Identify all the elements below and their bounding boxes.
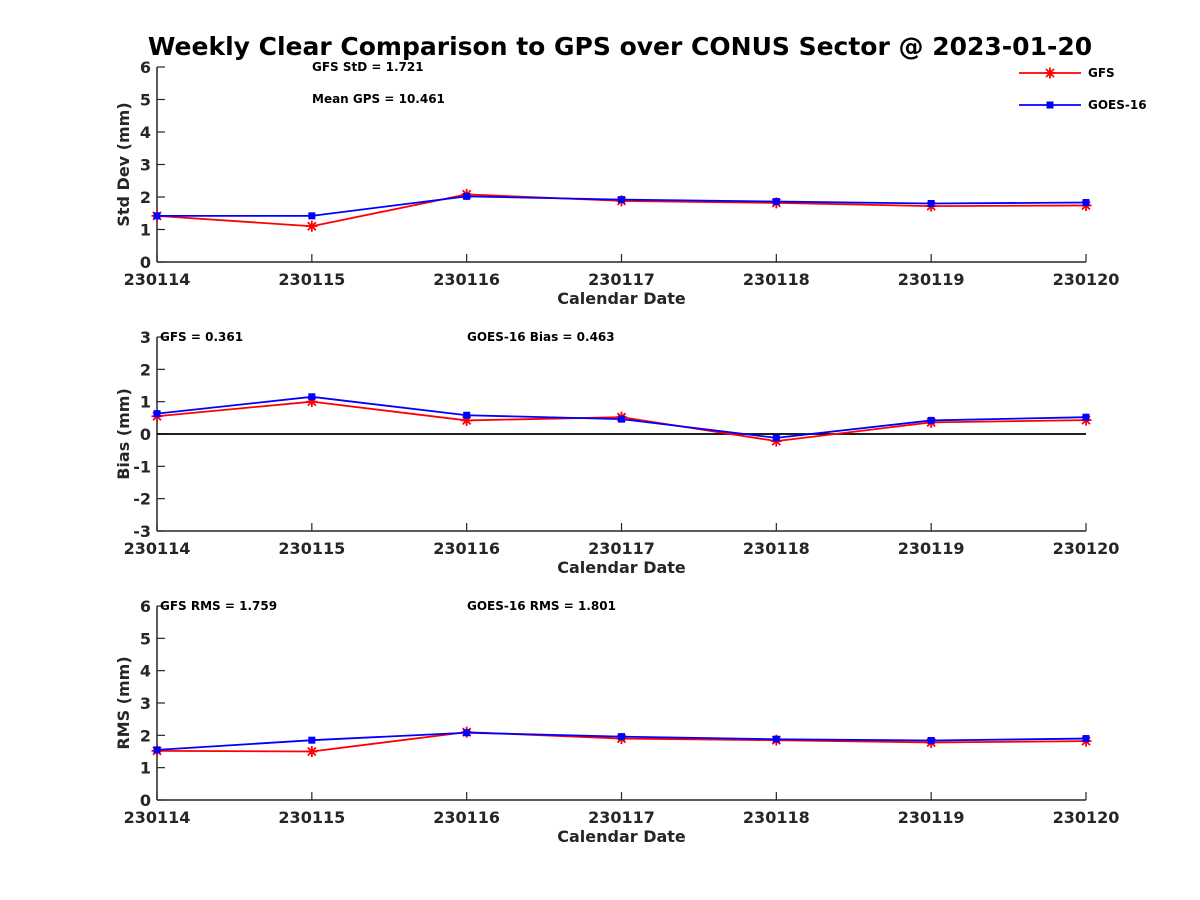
y-tick-label: -2 bbox=[133, 490, 151, 509]
data-point-goes-16 bbox=[1082, 413, 1090, 421]
x-axis-label: Calendar Date bbox=[557, 558, 686, 577]
y-tick-label: 3 bbox=[140, 156, 151, 175]
data-point-goes-16 bbox=[927, 737, 935, 745]
y-tick-label: 3 bbox=[140, 694, 151, 713]
data-point-goes-16 bbox=[153, 746, 161, 754]
data-point-goes-16 bbox=[308, 212, 316, 220]
data-point-goes-16 bbox=[927, 416, 935, 424]
legend-label: GFS bbox=[1088, 66, 1115, 80]
legend-label: GOES-16 bbox=[1088, 98, 1147, 112]
y-tick-label: 2 bbox=[140, 726, 151, 745]
series-goes-16 bbox=[153, 729, 1090, 754]
x-tick-label: 230114 bbox=[124, 808, 191, 827]
data-point-goes-16 bbox=[927, 200, 935, 207]
data-point-goes-16 bbox=[772, 434, 780, 442]
stat-annotation: GFS StD = 1.721 bbox=[312, 60, 424, 74]
stat-annotation: GOES-16 RMS = 1.801 bbox=[467, 599, 616, 613]
y-tick-label: 0 bbox=[140, 253, 151, 272]
x-tick-label: 230116 bbox=[433, 270, 500, 289]
y-tick-label: 2 bbox=[140, 188, 151, 207]
chart-title: Weekly Clear Comparison to GPS over CONU… bbox=[148, 32, 1092, 61]
y-tick-label: 5 bbox=[140, 629, 151, 648]
x-tick-label: 230115 bbox=[278, 270, 345, 289]
x-axis-label: Calendar Date bbox=[557, 289, 686, 308]
data-point-goes-16 bbox=[153, 212, 161, 220]
legend-entry-gfs: GFS bbox=[1019, 66, 1115, 80]
legend-marker bbox=[1046, 101, 1054, 109]
data-point-gfs bbox=[306, 396, 318, 408]
data-point-goes-16 bbox=[1082, 199, 1090, 207]
x-tick-label: 230115 bbox=[278, 539, 345, 558]
y-tick-label: 4 bbox=[140, 662, 151, 681]
y-tick-label: 2 bbox=[140, 360, 151, 379]
x-tick-label: 230116 bbox=[433, 539, 500, 558]
y-axis-label: Std Dev (mm) bbox=[114, 102, 133, 226]
y-tick-label: 1 bbox=[140, 759, 151, 778]
data-point-goes-16 bbox=[308, 393, 316, 401]
chart-panel-1: 0 1 2 3 4 5 6 230114 230115 230116 230117 230118 230… bbox=[114, 58, 1119, 308]
x-tick-label: 230119 bbox=[898, 808, 965, 827]
chart-panel-2: -3 -2 -1 0 1 2 3 230114 230115 230116 230117 230118… bbox=[114, 328, 1119, 577]
stat-annotation: Mean GPS = 10.461 bbox=[312, 92, 445, 106]
y-tick-label: 5 bbox=[140, 91, 151, 110]
x-tick-label: 230114 bbox=[124, 270, 191, 289]
x-tick-label: 230117 bbox=[588, 270, 655, 289]
data-point-gfs bbox=[306, 220, 318, 232]
data-point-gfs bbox=[306, 746, 318, 757]
y-tick-label: 1 bbox=[140, 393, 151, 412]
x-tick-label: 230117 bbox=[588, 539, 655, 558]
data-point-goes-16 bbox=[463, 411, 471, 419]
x-tick-label: 230118 bbox=[743, 539, 810, 558]
data-point-goes-16 bbox=[153, 410, 161, 418]
chart-panel-3: 0 1 2 3 4 5 6 230114 230115 230116 230117 230118 230… bbox=[114, 597, 1119, 846]
y-tick-label: 0 bbox=[140, 791, 151, 810]
x-tick-label: 230119 bbox=[898, 539, 965, 558]
x-tick-label: 230120 bbox=[1053, 539, 1120, 558]
x-tick-label: 230116 bbox=[433, 808, 500, 827]
data-point-goes-16 bbox=[463, 729, 471, 737]
x-tick-label: 230120 bbox=[1053, 270, 1120, 289]
data-point-goes-16 bbox=[1082, 735, 1090, 743]
y-tick-label: -1 bbox=[133, 457, 151, 476]
stat-annotation: GOES-16 Bias = 0.463 bbox=[467, 330, 615, 344]
stat-annotation: GFS RMS = 1.759 bbox=[160, 599, 277, 613]
data-point-goes-16 bbox=[463, 192, 471, 200]
y-axis-label: Bias (mm) bbox=[114, 388, 133, 480]
legend-entry-goes-16: GOES-16 bbox=[1019, 98, 1147, 112]
data-point-goes-16 bbox=[772, 198, 780, 206]
y-tick-label: 6 bbox=[140, 58, 151, 77]
data-point-goes-16 bbox=[618, 196, 625, 204]
y-tick-label: 6 bbox=[140, 597, 151, 616]
legend-marker bbox=[1044, 67, 1056, 79]
x-tick-label: 230114 bbox=[124, 539, 191, 558]
x-tick-label: 230120 bbox=[1053, 808, 1120, 827]
series-goes-16 bbox=[153, 393, 1090, 442]
y-tick-label: 0 bbox=[140, 425, 151, 444]
x-tick-label: 230118 bbox=[743, 270, 810, 289]
y-tick-label: 1 bbox=[140, 221, 151, 240]
y-tick-label: 3 bbox=[140, 328, 151, 347]
y-tick-label: 4 bbox=[140, 123, 151, 142]
x-axis-label: Calendar Date bbox=[557, 827, 686, 846]
x-tick-label: 230115 bbox=[278, 808, 345, 827]
data-point-goes-16 bbox=[772, 735, 780, 743]
data-point-goes-16 bbox=[618, 415, 625, 423]
data-point-goes-16 bbox=[618, 733, 625, 741]
y-tick-label: -3 bbox=[133, 522, 151, 541]
data-point-goes-16 bbox=[308, 736, 316, 744]
data-point-gfs bbox=[461, 414, 473, 426]
x-tick-label: 230119 bbox=[898, 270, 965, 289]
series-gfs bbox=[151, 188, 1092, 232]
chart-legend: GFS GOES-16 bbox=[1019, 66, 1147, 112]
x-tick-label: 230117 bbox=[588, 808, 655, 827]
x-tick-label: 230118 bbox=[743, 808, 810, 827]
stat-annotation: GFS = 0.361 bbox=[160, 330, 243, 344]
y-axis-label: RMS (mm) bbox=[114, 656, 133, 749]
series-goes-16 bbox=[153, 192, 1090, 220]
